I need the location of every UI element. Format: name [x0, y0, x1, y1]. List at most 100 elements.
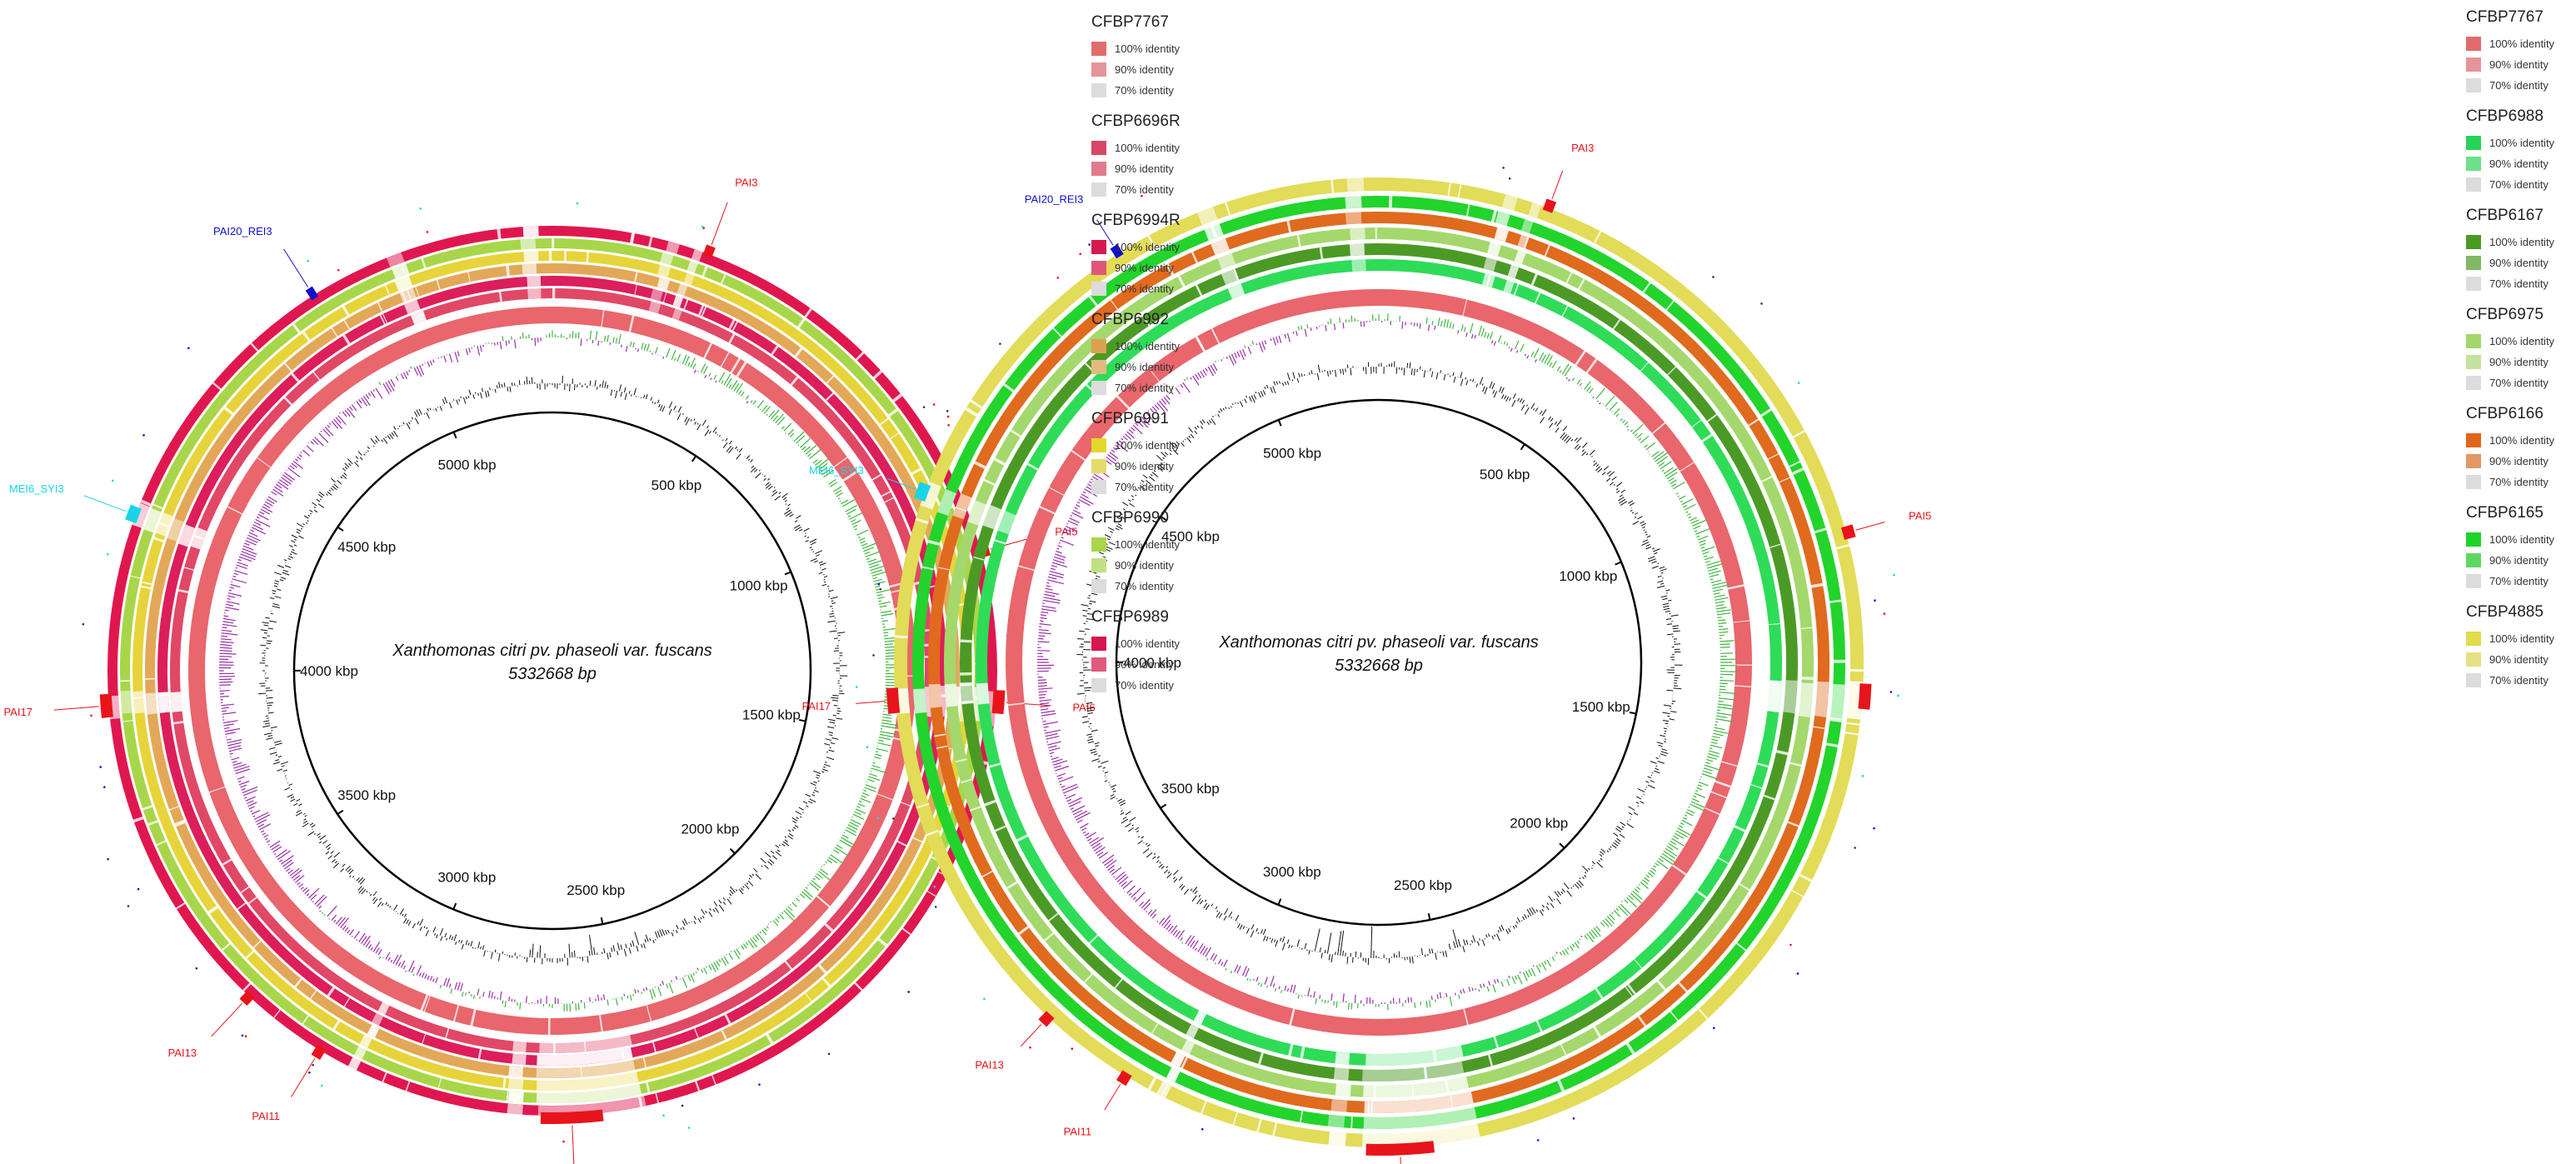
- ring-line: [1801, 677, 1814, 681]
- legend-swatch: [1091, 339, 1106, 353]
- ring-gap: [157, 692, 170, 713]
- ring-line: [821, 977, 831, 987]
- legend-label: 100% identity: [2489, 335, 2555, 347]
- island-leader: [886, 477, 916, 490]
- ring-line: [927, 539, 941, 546]
- ring-line: [470, 1009, 477, 1027]
- ring-line: [938, 567, 950, 571]
- ring-line: [415, 287, 420, 297]
- ring-line: [1733, 620, 1750, 623]
- annotation-dot: [662, 1114, 665, 1117]
- annotation-dot: [308, 1071, 311, 1074]
- legend-label: 90% identity: [1115, 63, 1174, 76]
- ring-gap: [1363, 1077, 1469, 1097]
- ring-line: [628, 315, 635, 332]
- annotation-dot: [103, 786, 106, 788]
- legend-label: 90% identity: [1115, 361, 1174, 373]
- ring-line: [683, 299, 689, 310]
- legend-strain-title: CFBP4885: [2466, 603, 2544, 621]
- ring-line: [981, 870, 993, 877]
- ring-line: [629, 232, 635, 243]
- ring-line: [1513, 283, 1520, 296]
- legend-block-cfbp4885: CFBP4885 100% identity 90% identity 70% ide…: [2466, 603, 2576, 691]
- annotation-dot: [137, 887, 140, 891]
- ring-line: [1148, 367, 1160, 382]
- ring-line: [1450, 1095, 1454, 1107]
- legend-row: 70% identity: [1091, 278, 1258, 299]
- legend-label: 70% identity: [2489, 377, 2549, 389]
- annotation-dot: [1572, 1117, 1575, 1120]
- ring-line: [157, 693, 168, 697]
- gc-content: [1076, 361, 1683, 966]
- ring-line: [382, 1072, 387, 1082]
- ring-line: [1258, 1052, 1264, 1065]
- ring-gap: [1181, 1039, 1196, 1055]
- ring-gap: [120, 690, 132, 714]
- island-label: PAI13: [975, 1059, 1003, 1072]
- ring-CFBP6167: [960, 243, 1798, 1082]
- ring-line: [1787, 821, 1800, 827]
- legend-strain-title: CFBP6992: [1091, 311, 1169, 328]
- ring-gap: [527, 276, 542, 287]
- ring-gap: [671, 308, 682, 321]
- legend-label: 100% identity: [1115, 637, 1181, 650]
- ring-gap: [660, 252, 674, 266]
- ring-gap: [1196, 207, 1218, 226]
- annotation-dot: [872, 654, 875, 657]
- legend-swatch: [2466, 532, 2481, 547]
- island-marker: [1038, 1011, 1055, 1027]
- ring-line: [379, 314, 386, 325]
- ring-line: [1706, 413, 1718, 422]
- ring-gap: [539, 1035, 632, 1053]
- legend-block-cfbp6165: CFBP6165 100% identity 90% identity 70% ide…: [2466, 504, 2576, 592]
- ring-line: [730, 357, 741, 374]
- annotation-dot: [701, 225, 704, 228]
- ring-line: [720, 352, 730, 367]
- legend-label: 70% identity: [2489, 674, 2549, 687]
- ring-line: [309, 990, 317, 999]
- legend-strain-title: CFBP6696R: [1091, 112, 1181, 130]
- ring-gap: [1335, 1052, 1350, 1065]
- legend-swatch: [1091, 83, 1106, 97]
- tick-mark: [1427, 912, 1431, 921]
- ring-line: [1642, 282, 1651, 293]
- annotation-dot: [127, 905, 130, 907]
- ring-line: [174, 819, 185, 826]
- ring-line: [1535, 1020, 1543, 1032]
- legend-row: 100% identity: [2466, 232, 2576, 252]
- ring-line: [1177, 275, 1186, 287]
- annotation-dot: [562, 1140, 565, 1143]
- legend-row: 100% identity: [2466, 628, 2576, 649]
- ring-line: [382, 313, 388, 324]
- legend-row: 90% identity: [2466, 54, 2576, 75]
- ring-gap: [928, 683, 942, 708]
- island-marker: [540, 1109, 604, 1124]
- tick-label: 1500 kbp: [742, 707, 801, 722]
- ring-line: [1720, 761, 1738, 767]
- ring-line: [1195, 336, 1206, 352]
- ring-line: [405, 1081, 411, 1092]
- tick-label: 2500 kbp: [1394, 877, 1452, 893]
- ring-line: [720, 273, 726, 284]
- legend-strain-title: CFBP7767: [1091, 13, 1169, 31]
- ring-line: [694, 1028, 699, 1038]
- ring-band: [188, 307, 916, 1035]
- ring-line: [283, 397, 293, 406]
- legend-row: 100% identity: [2466, 132, 2576, 153]
- ring-line: [1760, 408, 1772, 417]
- ring-line: [790, 376, 799, 386]
- island-leader: [1400, 1157, 1401, 1164]
- ring-line: [911, 467, 921, 476]
- ring-line: [1810, 582, 1824, 588]
- ring-line: [1704, 807, 1720, 816]
- ring-line: [662, 292, 667, 302]
- annotation-dot: [855, 686, 858, 688]
- legend-row: 100% identity: [1091, 633, 1258, 654]
- ring-line: [900, 802, 911, 807]
- annotation-dot: [827, 1052, 831, 1056]
- legend-label: 100% identity: [2489, 434, 2555, 447]
- annotation-dot: [90, 714, 92, 717]
- island-marker: [913, 482, 931, 502]
- ring-line: [436, 279, 441, 290]
- island-label: PAI11: [252, 1110, 279, 1122]
